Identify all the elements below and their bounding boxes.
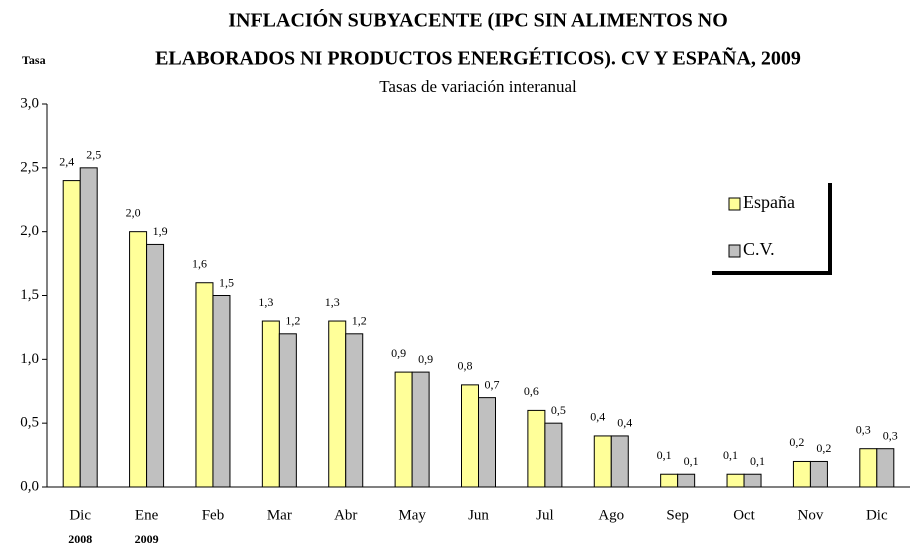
value-label: 1,9 <box>153 224 168 238</box>
value-label: 0,9 <box>391 346 406 360</box>
y-tick-label: 1,0 <box>20 351 39 367</box>
bar <box>461 384 479 488</box>
legend-shadow <box>712 183 832 275</box>
value-label: 0,3 <box>856 422 871 436</box>
legend-label: España <box>743 192 795 212</box>
chart-subtitle: Tasas de variación interanual <box>379 77 577 96</box>
bar <box>527 409 546 488</box>
legend-swatch <box>728 197 741 211</box>
x-tick-label: Nov <box>798 507 824 523</box>
bar <box>195 282 214 488</box>
x-tick-label: May <box>398 507 426 523</box>
x-tick-label: Abr <box>334 507 357 523</box>
y-tick-label: 0,0 <box>20 478 39 494</box>
bar <box>593 435 612 488</box>
value-label: 0,1 <box>657 448 672 462</box>
x-tick-label: Oct <box>733 507 755 523</box>
value-label: 0,2 <box>789 435 804 449</box>
legend-swatch <box>728 244 741 258</box>
bar <box>859 448 878 488</box>
bar <box>278 333 297 488</box>
x-tick-label: Feb <box>202 507 225 523</box>
bar <box>544 422 563 488</box>
chart-title: ELABORADOS NI PRODUCTOS ENERGÉTICOS). CV… <box>155 47 801 70</box>
value-label: 0,1 <box>750 454 765 468</box>
bar <box>478 397 496 488</box>
x-tick-label: Mar <box>267 507 292 523</box>
value-label: 1,2 <box>285 314 300 328</box>
bar <box>792 460 811 488</box>
bar <box>62 180 81 488</box>
bar <box>726 473 745 488</box>
x-year-label: 2008 <box>68 532 92 546</box>
value-label: 1,6 <box>192 256 207 270</box>
y-tick-label: 3,0 <box>20 95 39 111</box>
bar <box>79 167 98 488</box>
value-label: 0,4 <box>617 416 632 430</box>
x-tick-label: Jul <box>536 507 554 523</box>
value-label: 1,5 <box>219 275 234 289</box>
bar <box>212 295 231 488</box>
y-tick-label: 1,5 <box>20 287 39 303</box>
bar <box>809 460 828 488</box>
value-label: 0,7 <box>485 377 500 391</box>
value-label: 0,6 <box>524 384 539 398</box>
value-label: 0,8 <box>458 359 473 373</box>
x-tick-label: Dic <box>69 507 91 523</box>
x-tick-label: Sep <box>666 507 689 523</box>
x-tick-label: Ago <box>598 507 624 523</box>
value-label: 0,3 <box>883 428 898 442</box>
bar <box>677 473 696 488</box>
bar <box>660 473 679 488</box>
bar <box>345 333 364 488</box>
y-tick-label: 2,5 <box>20 159 39 175</box>
value-label: 0,1 <box>723 448 738 462</box>
value-label: 1,3 <box>325 295 340 309</box>
y-tick-label: 0,5 <box>20 415 39 431</box>
value-label: 0,2 <box>816 441 831 455</box>
bar <box>876 448 895 488</box>
chart-title: INFLACIÓN SUBYACENTE (IPC SIN ALIMENTOS … <box>228 8 728 32</box>
value-label: 0,4 <box>590 410 605 424</box>
bar <box>328 320 347 488</box>
value-label: 1,3 <box>258 295 273 309</box>
bar <box>610 435 629 488</box>
x-tick-label: Jun <box>468 507 489 523</box>
x-tick-label: Ene <box>135 507 159 523</box>
bar <box>394 371 413 488</box>
y-tick-label: 2,0 <box>20 223 39 239</box>
x-year-label: 2009 <box>135 532 159 546</box>
legend-label: C.V. <box>743 239 775 259</box>
bar <box>261 320 280 488</box>
bar <box>743 473 762 488</box>
value-label: 2,5 <box>86 148 101 162</box>
value-label: 0,5 <box>551 403 566 417</box>
value-label: 0,9 <box>418 352 433 366</box>
bar <box>146 243 165 488</box>
y-axis-label: Tasa <box>22 53 46 67</box>
bar <box>411 371 430 488</box>
value-label: 2,4 <box>59 154 74 168</box>
value-label: 2,0 <box>126 205 141 219</box>
value-label: 1,2 <box>352 314 367 328</box>
x-tick-label: Dic <box>866 507 888 523</box>
bar <box>129 231 148 488</box>
value-label: 0,1 <box>684 454 699 468</box>
